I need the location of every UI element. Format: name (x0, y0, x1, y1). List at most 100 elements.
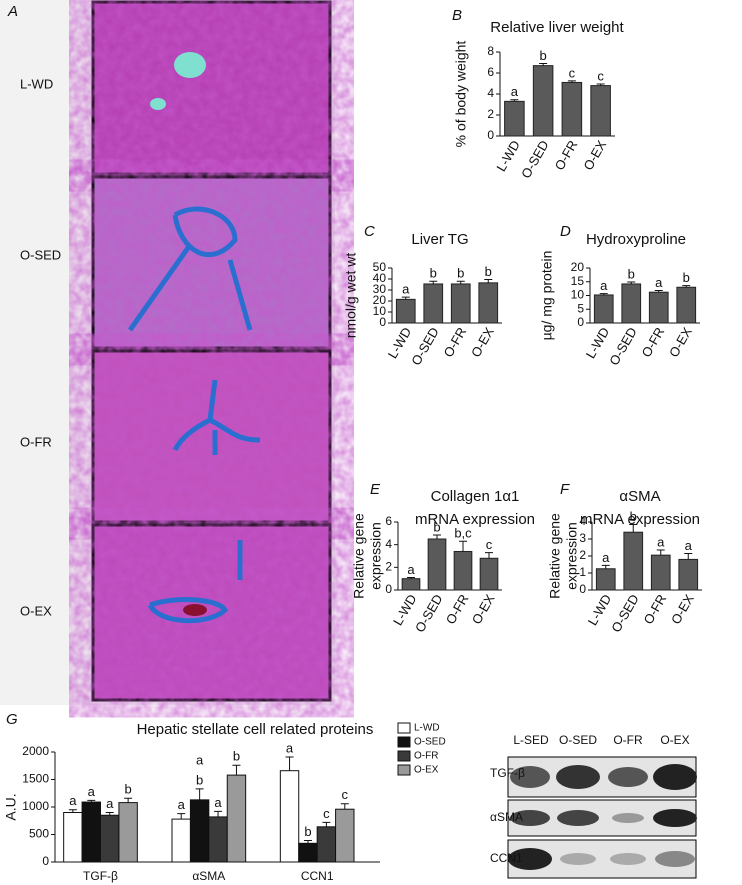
y-tick-label: 500 (29, 827, 49, 841)
error-bar (567, 80, 576, 83)
bar (676, 286, 697, 324)
y-tick-label: 4 (579, 514, 586, 528)
y-tick-label: 6 (385, 514, 392, 528)
x-tick-label: L-WD (583, 325, 613, 361)
bar (171, 818, 191, 863)
band (612, 813, 644, 823)
significance-letter: a (600, 278, 608, 293)
bar (650, 554, 671, 591)
x-tick-label: O-EX (469, 591, 498, 626)
blot-row: CCN1 (490, 851, 523, 865)
error-bar (599, 293, 608, 295)
y-tick-label: 4 (385, 537, 392, 551)
bar (450, 283, 471, 324)
error-bar (322, 821, 331, 827)
x-tick-label: O-EX (666, 324, 695, 359)
bar (335, 808, 355, 863)
x-tick-label: O-FR (440, 325, 469, 360)
x-tick-label: L-WD (385, 325, 415, 361)
error-bar (596, 83, 605, 86)
error-bar (105, 812, 114, 816)
chart-title: Relative liver weight (490, 19, 624, 36)
significance-letter: a (685, 538, 693, 553)
group-label: O-EX (20, 603, 52, 618)
x-tick-label: O-SED (408, 325, 442, 368)
error-bar (407, 577, 415, 579)
x-tick-label: CCN1 (301, 869, 334, 883)
y-tick-label: 0 (379, 315, 386, 329)
y-tick-label: 0 (487, 128, 494, 142)
significance-letter: b (457, 266, 464, 281)
bar (401, 578, 421, 591)
error-bar (456, 280, 465, 284)
significance-letter: a (402, 282, 410, 297)
bar (590, 85, 611, 137)
band (655, 851, 695, 867)
error-bar (285, 756, 294, 771)
error-bar (510, 99, 519, 102)
x-tick-label: L-WD (493, 138, 523, 174)
error-bar (627, 281, 636, 284)
y-tick-label: 0 (577, 315, 584, 329)
error-bar (401, 296, 410, 300)
group-label: L-WD (20, 76, 53, 91)
bar (453, 550, 473, 591)
histology-texture (93, 177, 330, 348)
error-bar (684, 552, 693, 560)
chart-title: mRNA expression (415, 511, 535, 528)
y-tick-label: 6 (487, 65, 494, 79)
x-tick-label: O-EX (668, 591, 697, 626)
error-bar (629, 524, 638, 533)
significance-letter: b (430, 266, 437, 281)
error-bar (682, 285, 691, 288)
group-label: O-SED (20, 247, 61, 262)
error-bar (484, 279, 493, 283)
bar (561, 81, 583, 137)
error-bar (87, 799, 96, 803)
bar (279, 770, 300, 863)
significance-letter: a (286, 740, 294, 755)
blot-column: O-SED (559, 733, 597, 747)
y-tick-label: 2000 (22, 744, 49, 758)
x-tick-label: O-SED (518, 138, 552, 181)
significance-letter: c (486, 537, 493, 552)
blot-row: αSMA (490, 810, 523, 824)
bar (621, 283, 642, 324)
error-bar (539, 63, 548, 66)
legend-label: L-WD (414, 723, 440, 734)
band (610, 853, 646, 865)
bar (532, 65, 554, 137)
x-tick-label: O-FR (552, 138, 581, 173)
significance-letter: a (657, 534, 665, 549)
error-bar (214, 810, 223, 817)
chart-title: Hydroxyproline (586, 231, 686, 248)
error-bar (459, 540, 467, 552)
histology-texture (93, 2, 330, 174)
blot-column: O-EX (660, 733, 689, 747)
x-tick-label: O-FR (640, 592, 669, 627)
error-bar (429, 280, 438, 284)
x-tick-label: O-SED (608, 592, 642, 635)
y-tick-label: 15 (571, 274, 585, 288)
significance-letter: b (304, 824, 311, 839)
histology-texture (93, 351, 330, 522)
significance-letter: a (69, 793, 77, 808)
vessel (174, 52, 206, 78)
significance-letter: c (597, 68, 604, 83)
panel-letter: A (7, 3, 18, 20)
bar (423, 283, 444, 324)
significance-letter: c (342, 787, 349, 802)
y-tick-label: 50 (373, 260, 387, 274)
y-axis-label: nmol/g wet wt (343, 253, 359, 339)
chart-title: mRNA expression (580, 511, 700, 528)
bar (395, 298, 416, 324)
panel-letter: G (6, 711, 18, 728)
y-axis-label: expression (368, 522, 384, 590)
y-axis-label: % of body weight (453, 41, 469, 148)
y-tick-label: 2 (579, 548, 586, 562)
y-axis-label: Relative gene (547, 513, 563, 599)
y-tick-label: 2 (487, 107, 494, 121)
significance-letter: c (323, 806, 330, 821)
x-tick-label: O-SED (606, 325, 640, 368)
error-bar (177, 813, 186, 820)
